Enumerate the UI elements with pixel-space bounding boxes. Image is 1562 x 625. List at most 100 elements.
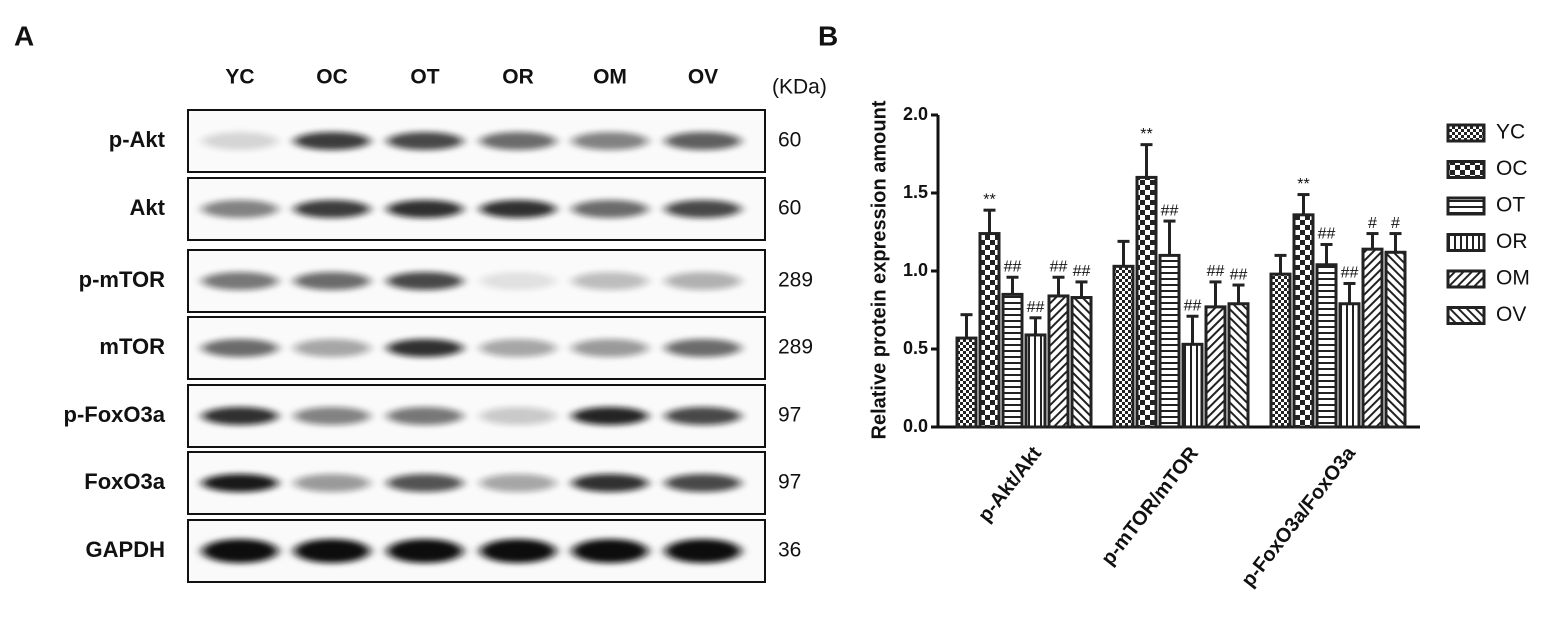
bar	[1315, 263, 1338, 429]
blot-band	[202, 132, 278, 150]
x-tick-label: p-Akt/Akt	[974, 443, 1046, 527]
blot-band	[572, 474, 648, 492]
blot-band	[572, 539, 648, 563]
unit-label: (KDa)	[772, 76, 827, 99]
blot-band	[480, 407, 556, 425]
blot-band	[202, 200, 278, 218]
legend-swatch	[1446, 196, 1486, 216]
blot-band	[387, 407, 463, 425]
y-tick-label: 1.5	[903, 182, 928, 202]
bar	[978, 232, 1001, 429]
y-tick-label: 1.0	[903, 260, 928, 280]
blot-band	[387, 474, 463, 492]
bar	[1024, 333, 1047, 429]
significance-label: ##	[1161, 202, 1179, 219]
kda-label: 97	[778, 471, 801, 494]
bar	[1112, 264, 1135, 429]
blot-band	[387, 539, 463, 563]
bar	[1158, 253, 1181, 429]
kda-label: 289	[778, 336, 813, 359]
kda-label: 97	[778, 404, 801, 427]
blot-band	[480, 132, 556, 150]
significance-label: **	[983, 191, 995, 208]
lane-label: OM	[593, 66, 627, 89]
blot-band	[665, 539, 741, 563]
blot-band	[294, 407, 370, 425]
legend-label: OT	[1496, 194, 1525, 217]
blot-band	[387, 200, 463, 218]
blot-band	[387, 132, 463, 150]
significance-label: ##	[1004, 258, 1022, 275]
legend-label: OV	[1496, 303, 1526, 326]
blot-band	[387, 339, 463, 357]
blot-band	[665, 200, 741, 218]
blot-band	[572, 132, 648, 150]
protein-label: Akt	[130, 195, 166, 220]
blot-band	[665, 132, 741, 150]
panel-label: A	[14, 20, 34, 51]
blot-band	[202, 407, 278, 425]
blot-band	[294, 272, 370, 290]
significance-label: ##	[1027, 299, 1045, 316]
bar	[1047, 294, 1070, 429]
blot-band	[202, 339, 278, 357]
significance-label: ##	[1073, 263, 1091, 280]
blot-band	[480, 200, 556, 218]
bar	[1001, 292, 1024, 429]
bar	[1135, 175, 1158, 429]
significance-label: ##	[1050, 258, 1068, 275]
blot-band	[387, 272, 463, 290]
legend-label: YC	[1496, 121, 1525, 144]
protein-label: p-FoxO3a	[64, 402, 166, 427]
significance-label: ##	[1318, 226, 1336, 243]
protein-label: FoxO3a	[84, 469, 165, 494]
blot-band	[202, 272, 278, 290]
bar	[1292, 213, 1315, 429]
blot-band	[294, 474, 370, 492]
bar	[1204, 305, 1227, 429]
blot-band	[665, 272, 741, 290]
y-tick-label: 0.0	[903, 416, 928, 436]
bar	[1338, 302, 1361, 429]
panel-label: B	[818, 20, 838, 51]
bar	[1361, 247, 1384, 429]
blot-band	[294, 339, 370, 357]
significance-label: #	[1368, 215, 1377, 232]
bar	[1269, 272, 1292, 429]
protein-label: GAPDH	[86, 537, 165, 562]
lane-label: OR	[502, 66, 534, 89]
protein-label: p-Akt	[109, 127, 166, 152]
significance-label: ##	[1230, 266, 1248, 283]
significance-label: ##	[1184, 297, 1202, 314]
blot-band	[294, 132, 370, 150]
kda-label: 36	[778, 539, 801, 562]
bar	[1227, 302, 1250, 429]
blot-band	[572, 407, 648, 425]
legend-label: OC	[1496, 157, 1528, 180]
blot-band	[480, 339, 556, 357]
blot-band	[294, 539, 370, 563]
lane-label: OV	[688, 66, 718, 89]
protein-label: p-mTOR	[79, 267, 165, 292]
blot-band	[572, 272, 648, 290]
significance-label: **	[1297, 176, 1309, 193]
blot-band	[572, 200, 648, 218]
x-tick-label: p-FoxO3a/FoxO3a	[1237, 442, 1360, 591]
blot-band	[572, 339, 648, 357]
y-axis-label: Relative protein expression amount	[868, 100, 890, 439]
x-tick-label: p-mTOR/mTOR	[1097, 442, 1203, 569]
bar	[1181, 342, 1204, 429]
blot-band	[480, 539, 556, 563]
significance-label: **	[1140, 126, 1152, 143]
blot-band	[202, 474, 278, 492]
y-tick-label: 0.5	[903, 338, 928, 358]
protein-label: mTOR	[99, 334, 165, 359]
blot-band	[294, 200, 370, 218]
bar	[1070, 296, 1093, 429]
legend-label: OM	[1496, 267, 1530, 290]
blot-band	[665, 474, 741, 492]
legend-swatch	[1446, 233, 1486, 252]
legend-label: OR	[1496, 230, 1528, 253]
bar	[1384, 250, 1407, 429]
